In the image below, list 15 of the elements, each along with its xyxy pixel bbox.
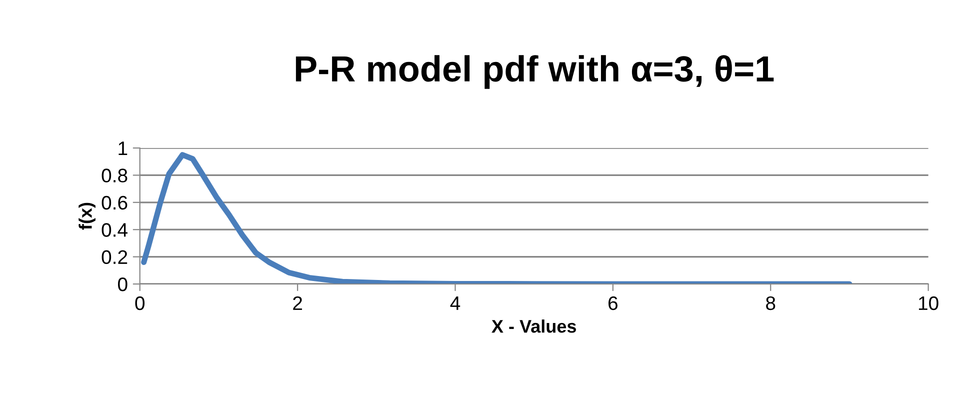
y-tick-label: 0.6 — [102, 196, 128, 210]
x-tick-label: 2 — [293, 296, 302, 310]
x-tick-label: 6 — [608, 296, 618, 310]
y-tick-label: 1 — [118, 142, 128, 156]
y-tick-label: 0 — [118, 277, 128, 292]
y-tick-label: 0.8 — [102, 168, 128, 182]
x-tick-label: 0 — [135, 296, 145, 310]
chart-title: P-R model pdf with α=3, θ=1 — [296, 55, 774, 89]
x-tick-label: 8 — [766, 296, 776, 310]
x-tick-label: 4 — [450, 296, 460, 310]
y-tick-label: 0.2 — [102, 250, 128, 264]
y-tick-label: 0.4 — [102, 223, 128, 237]
y-axis-title: f(x) — [78, 202, 96, 230]
x-tick-label: 10 — [918, 296, 938, 310]
x-axis-title: X - Values — [492, 319, 576, 333]
